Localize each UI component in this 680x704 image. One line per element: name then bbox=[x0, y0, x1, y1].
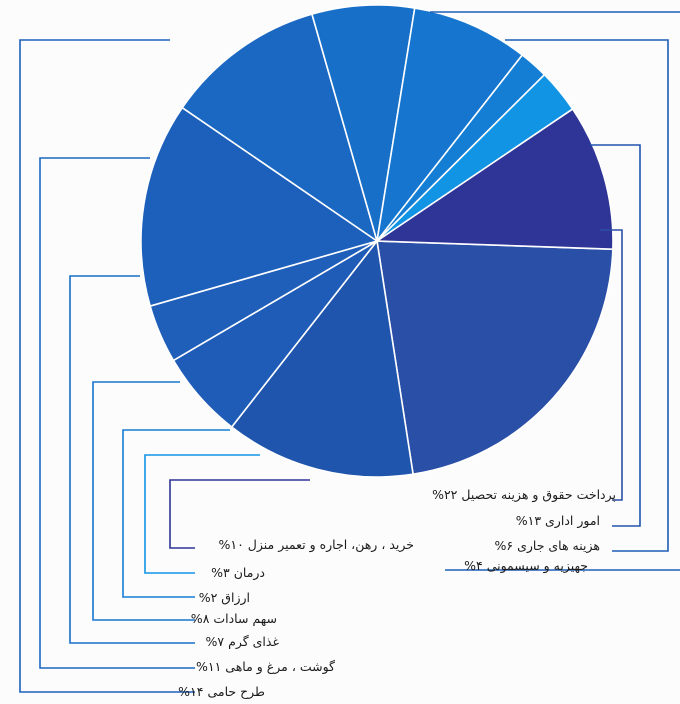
slice-label-running-costs: هزینه های جاری ۶% bbox=[494, 538, 600, 553]
slice-label-admin: امور اداری ۱۳% bbox=[515, 513, 600, 528]
slice-label-groceries: ارزاق ۲% bbox=[198, 590, 250, 605]
leader-line-running-costs bbox=[505, 39, 669, 552]
leader-line-admin bbox=[590, 144, 641, 527]
pie-slice-salaries bbox=[376, 240, 614, 476]
leader-line-sadat-share bbox=[92, 381, 195, 621]
slice-label-meat: گوشت ، مرغ و ماهی ۱۱% bbox=[196, 659, 335, 674]
pie-slice-meat bbox=[181, 13, 379, 243]
slice-label-hot-meals: غذای گرم ۷% bbox=[205, 634, 280, 649]
pie-slice-hami-plan bbox=[140, 106, 379, 308]
slice-label-sadat-share: سهم سادات ۸% bbox=[190, 611, 277, 626]
pie-slice-admin bbox=[230, 239, 415, 478]
slice-label-hami-plan: طرح حامی ۱۴% bbox=[178, 684, 265, 699]
pie-slice-housing bbox=[374, 107, 614, 251]
leader-line-medical bbox=[144, 454, 260, 574]
leader-line-groceries bbox=[122, 429, 230, 598]
slice-label-medical: درمان ۳% bbox=[211, 565, 265, 580]
pie-slice-hot-meals bbox=[310, 4, 416, 242]
pie-slice-sadat-share bbox=[376, 7, 524, 242]
slice-label-dowry: جهیزیه و سیسمونی ۴% bbox=[464, 558, 588, 573]
leader-line-salaries bbox=[600, 229, 623, 501]
leader-line-hami-plan bbox=[19, 39, 195, 693]
slice-label-salaries: پرداخت حقوق و هزینه تحصیل ۲۲% bbox=[432, 487, 616, 502]
slice-label-housing: خرید ، رهن، اجاره و تعمیر منزل ۱۰% bbox=[218, 537, 414, 552]
leader-line-housing bbox=[169, 479, 310, 549]
leader-line-meat bbox=[39, 157, 195, 669]
leader-line-hot-meals bbox=[69, 275, 195, 644]
